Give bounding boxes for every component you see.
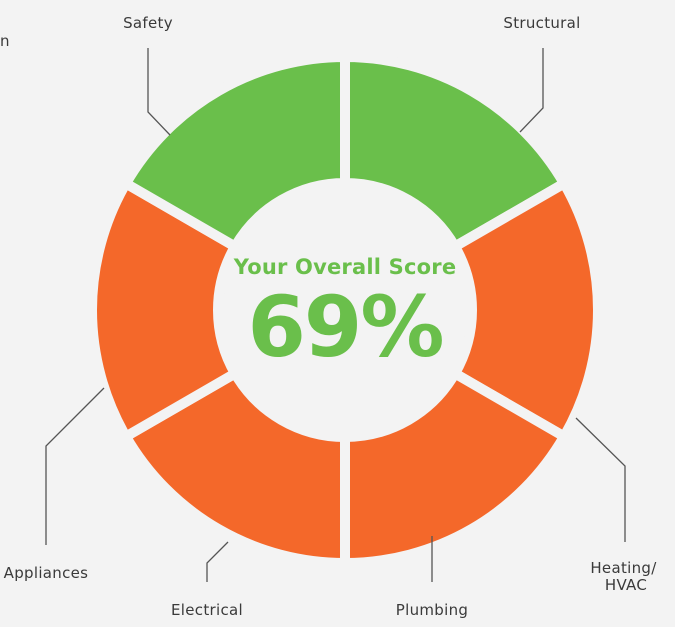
segment-electrical	[120, 368, 350, 568]
leader-line-electrical	[206, 541, 229, 582]
label-safety: Safety	[123, 14, 173, 32]
label-plumbing: Plumbing	[396, 601, 468, 619]
label-heating-hvac-line1: Heating/	[590, 559, 657, 577]
segment-structural	[340, 52, 570, 252]
leader-line-appliances	[45, 387, 105, 545]
label-electrical: Electrical	[171, 601, 243, 619]
partial-edge-label: n	[0, 32, 10, 50]
leader-line-heating-hvac	[575, 417, 626, 542]
segment-heating-hvac	[449, 178, 603, 442]
label-appliances: Appliances	[4, 564, 89, 582]
leader-lines	[45, 48, 626, 582]
label-heating-hvac-line2: HVAC	[605, 576, 647, 594]
leader-line-safety	[147, 48, 171, 136]
label-structural: Structural	[503, 14, 580, 32]
overall-score-value: 69%	[247, 278, 442, 376]
center-title: Your Overall Score	[233, 255, 457, 279]
segment-safety	[120, 52, 350, 252]
leader-line-structural	[519, 48, 544, 133]
label-heating-hvac: Heating/ HVAC	[590, 559, 661, 594]
donut-segments	[87, 52, 603, 568]
segment-appliances	[87, 178, 241, 442]
segment-plumbing	[340, 368, 570, 568]
